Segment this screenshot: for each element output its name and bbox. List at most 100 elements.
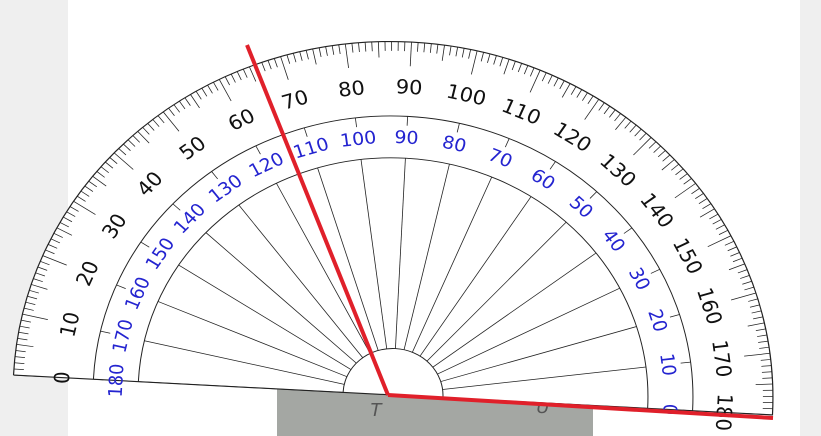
tick	[16, 344, 34, 348]
tick	[429, 43, 432, 53]
tick	[762, 395, 773, 397]
outer-label: 0	[49, 371, 74, 385]
outer-label: 80	[337, 76, 367, 102]
tick	[417, 42, 419, 52]
tick	[14, 362, 25, 365]
tick	[242, 68, 248, 78]
tick	[762, 389, 773, 391]
radial-line	[157, 301, 348, 378]
tick	[45, 249, 55, 255]
tick	[50, 238, 61, 244]
radial-line	[419, 196, 532, 357]
tick	[504, 138, 510, 148]
tick	[88, 180, 97, 188]
tick	[657, 150, 666, 158]
tick	[682, 409, 693, 412]
tick	[255, 145, 261, 155]
tick	[675, 168, 684, 176]
tick	[331, 45, 335, 55]
tick	[267, 60, 272, 70]
tick	[173, 104, 181, 113]
radial-line	[395, 158, 406, 349]
center-arc	[342, 348, 444, 398]
tick	[582, 92, 588, 101]
radial-line	[276, 183, 371, 354]
radial-line	[403, 164, 450, 350]
tick	[742, 280, 752, 285]
tick	[587, 95, 594, 105]
tick	[354, 117, 358, 128]
radial-line	[205, 232, 357, 364]
tick	[747, 322, 765, 327]
tick	[762, 401, 773, 403]
tick	[312, 48, 317, 65]
tick	[715, 224, 725, 230]
tick	[42, 255, 67, 266]
tick	[147, 123, 155, 131]
tick	[303, 127, 308, 137]
tick	[650, 268, 660, 274]
tick	[487, 53, 491, 64]
tick	[737, 269, 748, 274]
tick	[21, 319, 31, 323]
tick	[680, 361, 691, 364]
tick	[759, 346, 770, 349]
tick	[662, 154, 671, 162]
tick	[236, 71, 242, 81]
radial-line	[411, 176, 493, 353]
tick	[184, 97, 191, 106]
radial-line	[144, 340, 345, 385]
tick	[744, 352, 770, 357]
tick	[273, 58, 278, 68]
tick	[634, 128, 642, 137]
tick	[53, 232, 63, 238]
tick	[728, 263, 745, 271]
tick	[503, 59, 510, 75]
tick	[29, 289, 39, 294]
tick	[455, 47, 458, 57]
tick	[707, 235, 732, 247]
tick	[172, 203, 181, 211]
tick	[615, 117, 627, 130]
ray	[245, 44, 390, 396]
tick	[364, 42, 367, 52]
radial-line	[360, 159, 388, 349]
tick	[683, 178, 692, 185]
outer-label: 170	[707, 339, 737, 379]
tick	[211, 171, 218, 180]
tick	[761, 371, 772, 373]
tick	[744, 286, 755, 291]
tick	[292, 53, 297, 63]
radial-line	[138, 381, 344, 393]
outer-label: 90	[395, 75, 423, 99]
tick	[702, 203, 712, 209]
tick	[691, 188, 700, 195]
tick	[224, 76, 230, 86]
tick	[749, 304, 760, 308]
tick	[73, 201, 96, 215]
tick	[755, 328, 766, 332]
tick	[137, 131, 150, 144]
tick	[493, 55, 497, 65]
tick	[14, 356, 25, 359]
tick	[761, 365, 772, 367]
tick	[190, 94, 200, 109]
tick	[547, 75, 553, 84]
tick	[404, 41, 406, 52]
outer-label: 180	[711, 393, 738, 432]
tick	[23, 307, 34, 311]
tick	[760, 359, 771, 361]
tick	[480, 52, 484, 62]
tick	[553, 77, 559, 87]
tick	[624, 120, 632, 129]
tick	[623, 227, 633, 234]
tick	[66, 211, 76, 217]
tick	[671, 163, 680, 171]
tick	[762, 377, 773, 379]
tick	[59, 222, 69, 228]
tick	[286, 54, 291, 64]
tick	[559, 80, 565, 90]
tick	[140, 241, 150, 248]
tick	[35, 272, 46, 277]
